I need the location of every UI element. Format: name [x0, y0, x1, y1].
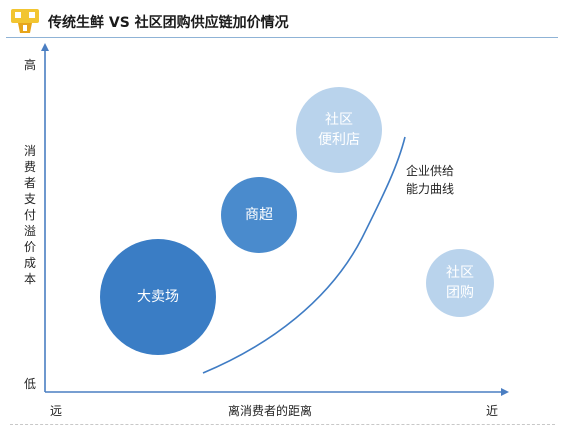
- bubble-hypermarket: [100, 239, 216, 355]
- hypermarket-label: 大卖场: [137, 289, 179, 305]
- x-axis-far-label: 远: [50, 404, 63, 418]
- page-title: 传统生鲜 VS 社区团购供应链加价情况: [48, 15, 289, 31]
- bubble-community-group: [426, 249, 494, 317]
- x-axis-near-label: 近: [486, 404, 499, 418]
- supermarket-label: 商超: [245, 207, 273, 223]
- curve-label: 企业供给 能力曲线: [406, 164, 455, 196]
- y-axis-low-label: 低: [24, 377, 37, 391]
- community-group-label: 社区 团购: [446, 265, 474, 301]
- x-axis-title: 离消费者的距离: [228, 404, 313, 418]
- bubble-community-store: [296, 87, 382, 173]
- header: 传统生鲜 VS 社区团购供应链加价情况: [6, 4, 558, 38]
- y-axis-high-label: 高: [24, 58, 37, 72]
- bottom-divider: [10, 424, 555, 425]
- title-divider: [6, 37, 558, 38]
- logo-icon: [11, 9, 39, 33]
- community-store-label: 社区 便利店: [318, 112, 360, 148]
- bubble-supermarket: [221, 177, 297, 253]
- supply-capability-curve: [202, 136, 406, 374]
- y-axis-title: 消费者支付溢价成本: [23, 144, 36, 286]
